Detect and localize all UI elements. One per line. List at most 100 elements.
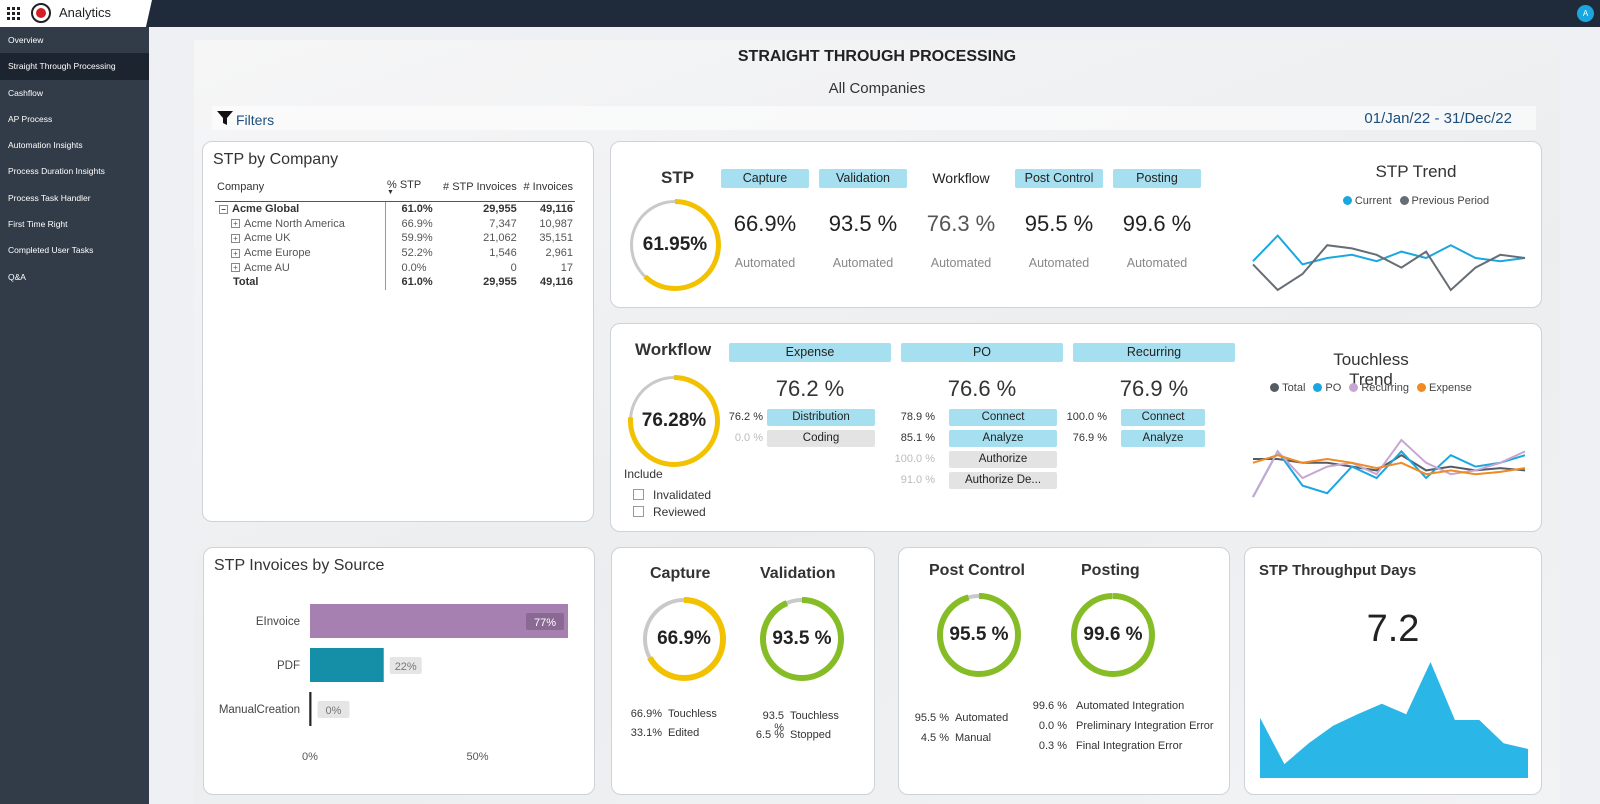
table-row[interactable]: + Acme AU 0.0% 0 17 bbox=[215, 260, 575, 275]
sidebar-item-process-task-handler[interactable]: Process Task Handler bbox=[8, 192, 91, 203]
stat-label: Stopped bbox=[790, 729, 831, 741]
group-recurring-label[interactable]: Recurring bbox=[1073, 343, 1235, 362]
stat-pct: 0.3 % bbox=[1038, 740, 1067, 752]
legend-item[interactable]: Previous Period bbox=[1399, 195, 1489, 207]
stat-pct: 6.5 % bbox=[755, 729, 784, 741]
data-label-bg bbox=[317, 701, 350, 718]
stp-invoices-cell: 1,546 bbox=[489, 247, 517, 260]
filters-button[interactable]: Filters bbox=[236, 112, 275, 128]
legend-label: PO bbox=[1325, 382, 1342, 394]
date-range[interactable]: 01/Jan/22 - 31/Dec/22 bbox=[1364, 110, 1512, 127]
column-header-stp-invoices[interactable]: # STP Invoices bbox=[437, 175, 519, 202]
step-distribution-button[interactable]: Distribution bbox=[767, 409, 875, 426]
group-expense-value: 76.2 % bbox=[775, 376, 845, 401]
stp-donut-ring bbox=[629, 199, 721, 291]
posting-donut-arc bbox=[1071, 593, 1155, 677]
touchless-trend-title: Touchless Trend bbox=[1333, 350, 1409, 389]
step-analyze-button[interactable]: Analyze bbox=[949, 430, 1057, 447]
collapse-icon[interactable]: − bbox=[219, 204, 228, 214]
stp-trend-title: STP Trend bbox=[1375, 162, 1457, 181]
step-pct: 91.0 % bbox=[900, 474, 935, 486]
company-cell: + Acme AU bbox=[215, 260, 385, 275]
legend-marker bbox=[1399, 196, 1409, 205]
sidebar-item-cashflow[interactable]: Cashflow bbox=[8, 87, 43, 98]
sidebar-item-process-duration-insights[interactable]: Process Duration Insights bbox=[8, 166, 105, 177]
expand-icon[interactable]: + bbox=[231, 234, 240, 244]
step-analyze-button[interactable]: Analyze bbox=[1121, 430, 1205, 447]
capture-donut-arc bbox=[642, 597, 726, 681]
stat-pct: 4.5 % bbox=[920, 732, 949, 744]
stp-panel: STP 61.95% Capture 66.9% Automated Validati… bbox=[610, 141, 1542, 308]
stat-pct: 95.5 % bbox=[914, 712, 949, 724]
stage-validation-value: 93.5 % bbox=[828, 211, 898, 236]
legend-item[interactable]: Expense bbox=[1417, 382, 1472, 394]
column-header-pct-stp[interactable]: % STP ▼ bbox=[385, 175, 438, 202]
column-header-company[interactable]: Company bbox=[215, 175, 385, 202]
series-line-recurring bbox=[1252, 438, 1526, 498]
filter-icon[interactable] bbox=[216, 110, 234, 126]
app-launcher-icon[interactable] bbox=[7, 7, 20, 20]
sidebar-item-first-time-right[interactable]: First Time Right bbox=[8, 219, 68, 230]
step-connect-button[interactable]: Connect bbox=[949, 409, 1057, 426]
sidebar-item-automation-insights[interactable]: Automation Insights bbox=[8, 140, 83, 151]
company-name: Acme North America bbox=[244, 217, 345, 230]
post-control-donut-ring bbox=[937, 593, 1021, 677]
stage-validation-label[interactable]: Validation bbox=[819, 169, 907, 188]
stage-post-control-value: 95.5 % bbox=[1024, 211, 1094, 236]
stage-post-control-sub: Automated bbox=[1028, 256, 1090, 270]
legend-item[interactable]: PO bbox=[1313, 382, 1341, 394]
stage-workflow-label[interactable]: Workflow bbox=[932, 170, 990, 186]
table-row[interactable]: + Acme North America 66.9% 7,347 10,987 bbox=[215, 216, 575, 232]
stage-capture-sub: Automated bbox=[734, 256, 796, 270]
table-row[interactable]: − Acme Global 61.0% 29,955 49,116 bbox=[215, 201, 575, 217]
stage-capture-value: 66.9% bbox=[733, 211, 797, 236]
table-row[interactable]: + Acme Europe 52.2% 1,546 2,961 bbox=[215, 245, 575, 261]
app-title: Analytics bbox=[59, 5, 112, 20]
step-connect-button[interactable]: Connect bbox=[1121, 409, 1205, 426]
legend-item[interactable]: Recurring bbox=[1349, 382, 1409, 394]
validation-donut-arc bbox=[760, 597, 844, 681]
expand-icon[interactable]: + bbox=[231, 219, 240, 229]
legend-item[interactable]: Total bbox=[1270, 382, 1305, 394]
expand-icon[interactable]: + bbox=[231, 248, 240, 258]
avatar[interactable]: A bbox=[1577, 5, 1594, 22]
stage-capture-label[interactable]: Capture bbox=[721, 169, 809, 188]
checkbox-label-invalidated: Invalidated bbox=[653, 488, 712, 502]
company-cell: + Acme North America bbox=[215, 217, 385, 232]
stat-label: Automated Integration bbox=[1076, 700, 1185, 712]
table-row[interactable]: + Acme UK 59.9% 21,062 35,151 bbox=[215, 231, 575, 246]
invoices-cell: 35,151 bbox=[539, 232, 573, 245]
stat-label: Automated bbox=[955, 712, 1009, 724]
stage-post-control-label[interactable]: Post Control bbox=[1015, 169, 1103, 188]
column-header-invoices[interactable]: # Invoices bbox=[518, 175, 575, 202]
legend-label: Expense bbox=[1429, 382, 1472, 394]
group-expense-label[interactable]: Expense bbox=[729, 343, 891, 362]
legend-item[interactable]: Current bbox=[1342, 195, 1392, 207]
checkbox-invalidated[interactable] bbox=[633, 489, 644, 500]
pct-stp-cell: 61.0% bbox=[384, 201, 438, 217]
report-canvas: STRAIGHT THROUGH PROCESSING All Companie… bbox=[194, 40, 1560, 804]
sidebar-item-ap-process[interactable]: AP Process bbox=[8, 113, 53, 124]
stage-posting-label[interactable]: Posting bbox=[1113, 169, 1201, 188]
expand-icon[interactable]: + bbox=[231, 263, 240, 273]
company-cell: Total bbox=[215, 275, 385, 290]
bar-category-label: ManualCreation bbox=[219, 704, 300, 716]
workflow-donut-arc bbox=[628, 375, 720, 467]
workflow-title: Workflow bbox=[635, 340, 712, 359]
sidebar-item-straight-through-processing[interactable]: Straight Through Processing bbox=[0, 53, 149, 80]
checkbox-reviewed[interactable] bbox=[633, 506, 644, 517]
throughput-title: STP Throughput Days bbox=[1259, 562, 1417, 579]
step-authorize-de--button[interactable]: Authorize De... bbox=[949, 472, 1057, 489]
stat-label: Preliminary Integration Error bbox=[1076, 720, 1214, 732]
stat-label: Final Integration Error bbox=[1076, 740, 1183, 752]
company-name: Acme UK bbox=[244, 232, 291, 245]
invoices-cell: 2,961 bbox=[545, 247, 573, 260]
step-coding-button[interactable]: Coding bbox=[767, 430, 875, 447]
sidebar-item-q-a[interactable]: Q&A bbox=[8, 271, 26, 282]
group-po-label[interactable]: PO bbox=[901, 343, 1063, 362]
step-authorize-button[interactable]: Authorize bbox=[949, 451, 1057, 468]
sidebar-item-overview[interactable]: Overview bbox=[8, 35, 44, 45]
sidebar-item-completed-user-tasks[interactable]: Completed User Tasks bbox=[8, 245, 94, 256]
stp-invoices-cell: 7,347 bbox=[489, 217, 517, 230]
table-total-row[interactable]: Total 61.0% 29,955 49,116 bbox=[215, 274, 575, 290]
